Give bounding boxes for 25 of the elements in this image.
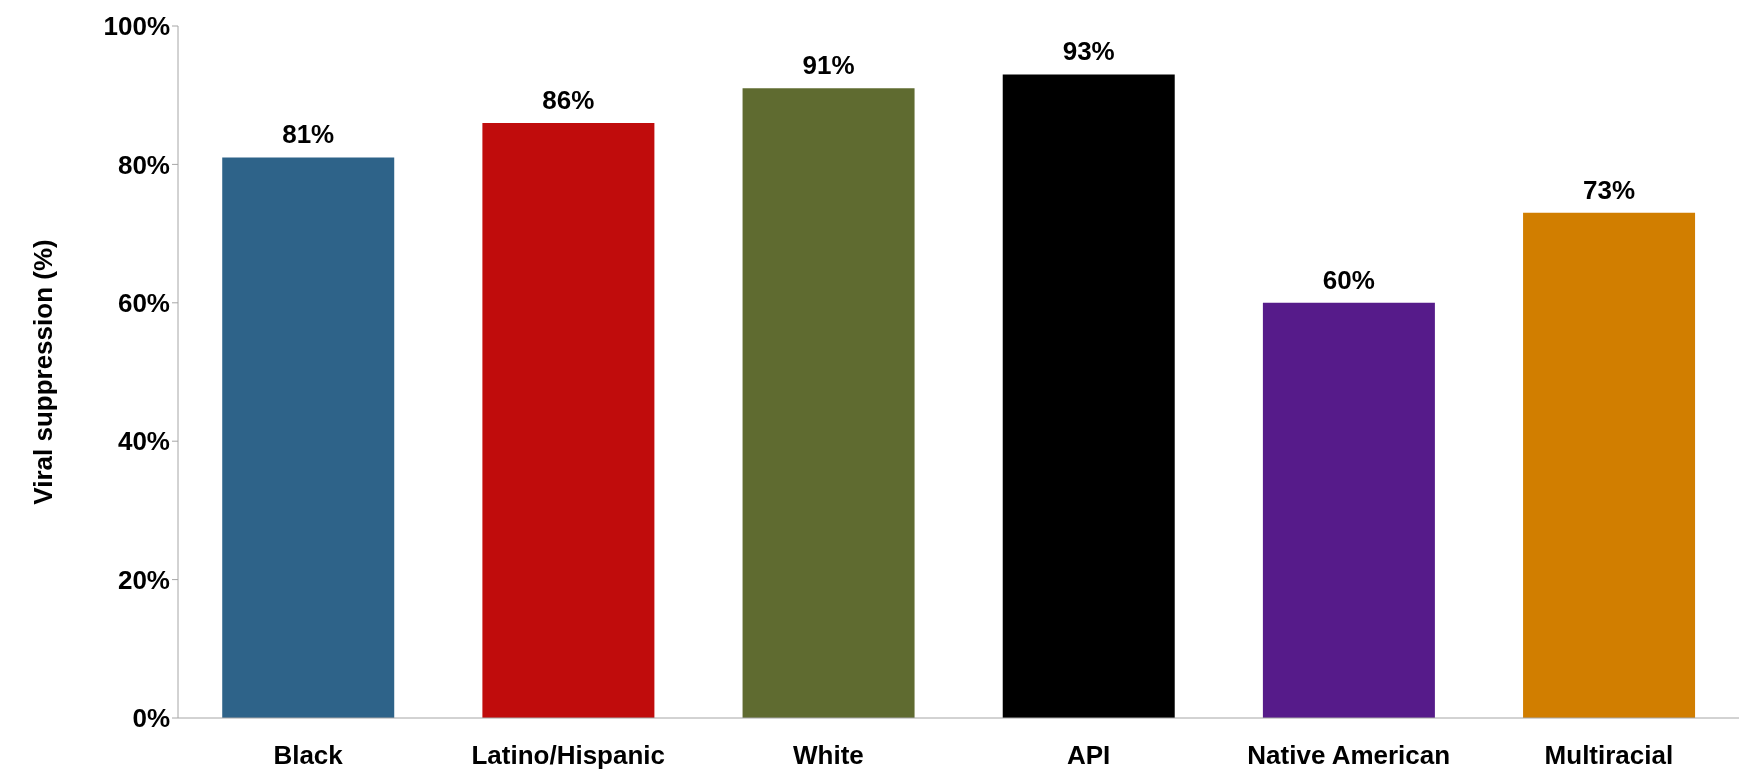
x-tick-label: Black (273, 740, 344, 771)
y-tick-label: 60% (117, 288, 170, 319)
bar (742, 88, 915, 718)
y-tick-label: 40% (117, 426, 170, 457)
bar (1002, 74, 1175, 718)
data-label: 81% (282, 119, 335, 150)
bar (1523, 212, 1696, 718)
data-label: 86% (542, 84, 595, 115)
bar (222, 157, 395, 718)
y-tick-label: 20% (117, 564, 170, 595)
y-axis-title: Viral suppression (%) (28, 239, 59, 505)
x-tick-label: Native American (1247, 740, 1451, 771)
x-tick-label: API (1066, 740, 1111, 771)
y-tick-label: 0% (132, 703, 170, 734)
data-label: 60% (1322, 264, 1375, 295)
x-tick-label: Latino/Hispanic (471, 740, 666, 771)
data-label: 91% (802, 50, 855, 81)
x-tick-label: Multiracial (1544, 740, 1674, 771)
y-tick-label: 100% (103, 11, 170, 42)
bar (482, 122, 655, 718)
bar (1262, 302, 1435, 718)
y-tick-label: 80% (117, 149, 170, 180)
data-label: 73% (1583, 174, 1636, 205)
data-label: 93% (1062, 36, 1115, 67)
x-tick-label: White (793, 740, 864, 771)
